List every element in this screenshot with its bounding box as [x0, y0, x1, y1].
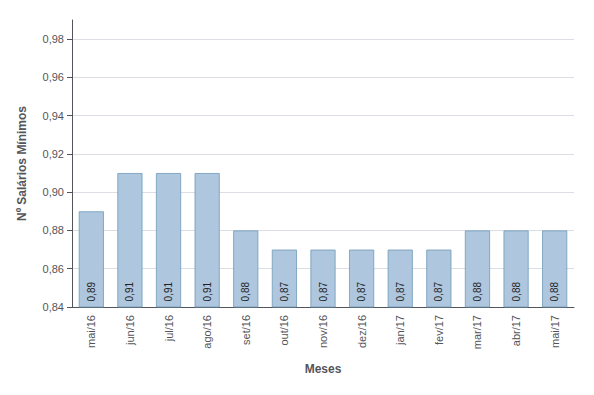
svg-text:0,87: 0,87 [279, 281, 290, 301]
svg-text:mar/17: mar/17 [471, 315, 483, 349]
svg-text:set/16: set/16 [240, 315, 252, 345]
svg-text:jul/16: jul/16 [163, 315, 175, 342]
svg-text:0,88: 0,88 [549, 281, 560, 301]
svg-text:0,91: 0,91 [124, 281, 135, 301]
svg-text:0,91: 0,91 [202, 281, 213, 301]
svg-text:mai/17: mai/17 [549, 315, 561, 348]
svg-text:0,88: 0,88 [43, 224, 64, 236]
svg-text:mai/16: mai/16 [85, 315, 97, 348]
svg-text:fev/17: fev/17 [433, 315, 445, 345]
svg-text:ago/16: ago/16 [201, 315, 213, 349]
svg-text:Nº Salários Mínimos: Nº Salários Mínimos [15, 106, 29, 221]
svg-text:Meses: Meses [305, 362, 342, 376]
svg-text:0,87: 0,87 [318, 281, 329, 301]
svg-text:0,90: 0,90 [43, 186, 64, 198]
svg-text:jan/17: jan/17 [394, 315, 406, 346]
svg-text:0,98: 0,98 [43, 33, 64, 45]
svg-text:jun/16: jun/16 [124, 315, 136, 346]
svg-text:abr/17: abr/17 [510, 315, 522, 346]
svg-text:0,84: 0,84 [43, 301, 64, 313]
svg-text:0,91: 0,91 [163, 281, 174, 301]
svg-text:0,88: 0,88 [240, 281, 251, 301]
svg-text:0,87: 0,87 [433, 281, 444, 301]
svg-text:0,88: 0,88 [472, 281, 483, 301]
svg-text:0,96: 0,96 [43, 71, 64, 83]
svg-text:0,88: 0,88 [511, 281, 522, 301]
svg-text:0,92: 0,92 [43, 148, 64, 160]
svg-text:0,94: 0,94 [43, 110, 64, 122]
svg-text:0,87: 0,87 [356, 281, 367, 301]
svg-text:0,86: 0,86 [43, 263, 64, 275]
svg-text:0,87: 0,87 [395, 281, 406, 301]
svg-text:nov/16: nov/16 [317, 315, 329, 348]
svg-text:0,89: 0,89 [86, 281, 97, 301]
svg-text:out/16: out/16 [278, 315, 290, 346]
svg-text:dez/16: dez/16 [356, 315, 368, 348]
